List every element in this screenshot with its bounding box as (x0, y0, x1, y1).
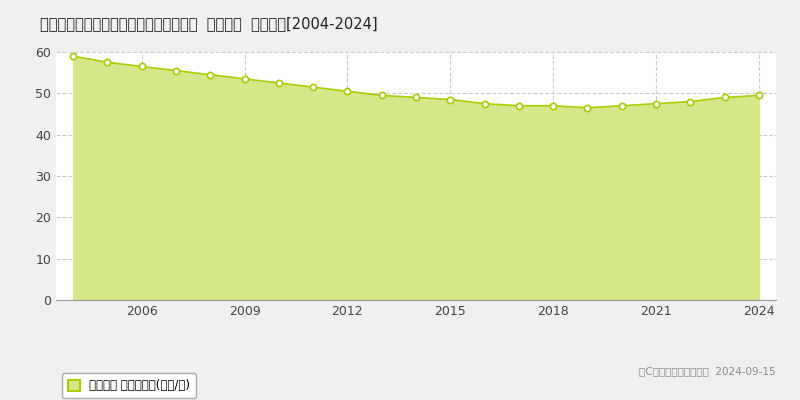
Text: （C）土地価格ットコム  2024-09-15: （C）土地価格ットコム 2024-09-15 (639, 366, 776, 376)
Legend: 地価公示 平均坊単価(万円/坊): 地価公示 平均坊単価(万円/坊) (62, 374, 196, 398)
Text: 鹿児島県鹿児島市和田１丁目２３番２外  地価公示  地価推移[2004-2024]: 鹿児島県鹿児島市和田１丁目２３番２外 地価公示 地価推移[2004-2024] (40, 16, 378, 31)
